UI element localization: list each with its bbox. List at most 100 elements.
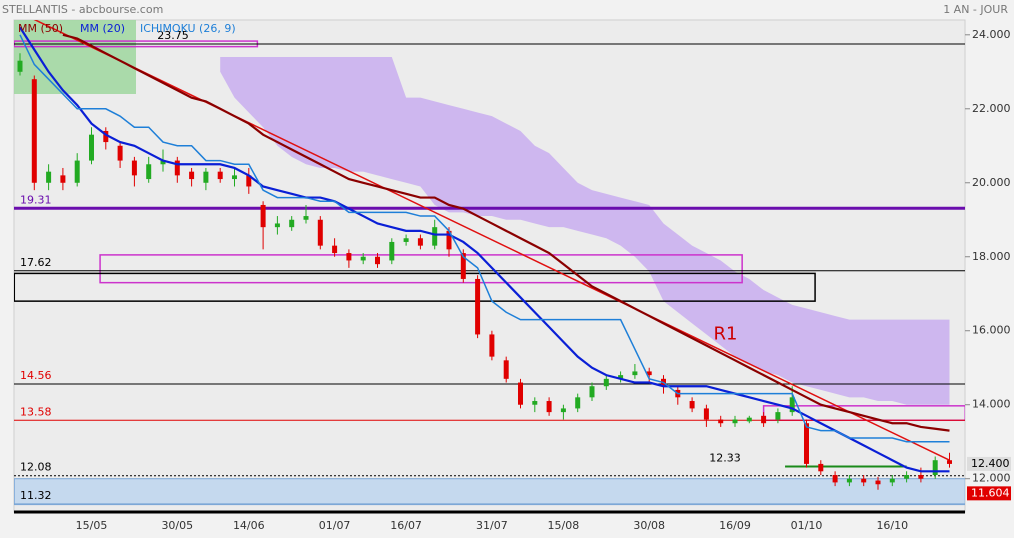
x-tick-label: 16/09 [719,519,751,532]
candle-body [918,475,924,479]
candle-body [746,417,752,422]
level-label: 23.75 [157,29,189,42]
candle-body [417,238,423,246]
candle-body [532,401,538,405]
candle-body [189,171,195,180]
candle-body [174,160,180,176]
candle-body [446,230,452,250]
candle-body [146,164,152,180]
candle-body [317,219,323,246]
x-tick-label: 01/07 [319,519,351,532]
x-tick-label: 31/07 [476,519,508,532]
candle-body [246,175,252,187]
candle-body [875,480,881,485]
level-label: 19.31 [20,193,52,206]
candle-body [575,397,581,409]
level-label: 12.08 [20,461,52,474]
level-label: 11.32 [20,489,52,502]
candle-body [947,460,952,464]
candle-body [818,463,824,472]
price-tag-label: 11.604 [971,486,1010,499]
candle-body [904,475,910,479]
candle-body [289,219,295,228]
x-tick-label: 15/08 [548,519,580,532]
candle-body [31,79,37,183]
price-tag [967,486,1011,501]
candle-body [460,253,466,279]
candle-body [203,171,209,183]
y-tick-label: 18.000 [972,250,1011,263]
level-label: 13.58 [20,405,52,418]
legend-entry: ICHIMOKU (26, 9) [140,22,236,35]
candle-body [503,360,509,379]
price-zone [14,272,816,302]
legend-entry: MM (50) [18,22,63,35]
candle-body [560,408,566,413]
x-tick-label: 16/10 [876,519,908,532]
candle-body [46,171,52,183]
y-tick-label: 24.000 [972,28,1011,41]
candle-body [432,227,438,246]
candle-body [60,175,66,183]
candle-body [618,375,624,379]
candle-body [375,256,380,265]
candle-body [475,278,481,335]
candle-body [274,223,280,228]
candle-body [846,478,852,483]
candle-body [489,334,495,357]
x-tick-label: 01/10 [791,519,823,532]
candle-body [804,423,809,464]
candle-body [217,171,223,180]
candle-body [775,412,781,420]
candle-body [603,378,609,387]
candle-body [932,460,938,476]
legend-entry: MM (20) [80,22,125,35]
candle-body [589,386,595,398]
candle-body [689,401,695,409]
series-line [62,33,950,432]
candle-body [260,204,266,228]
y-tick-label: 22.000 [972,102,1011,115]
candle-body [403,238,409,242]
candle-body [303,216,309,220]
y-tick-label: 20.000 [972,176,1011,189]
candle-body [889,478,895,483]
candle-body [861,478,867,483]
trendline [33,20,950,461]
candle-body [360,256,366,261]
ichimoku-cloud [220,56,950,405]
level-label: 12.33 [709,451,741,464]
series-line [19,26,950,473]
candle-body [732,419,738,424]
candle-body [832,475,838,483]
annotation: R1 [714,323,738,344]
y-tick-label: 16.000 [972,324,1011,337]
price-zone [14,478,965,506]
y-tick-label: 14.000 [972,398,1011,411]
x-tick-label: 30/05 [161,519,193,532]
x-tick-label: 14/06 [233,519,265,532]
candle-body [117,145,123,161]
price-tag [967,456,1011,471]
candle-body [74,160,80,183]
chart-subtitle: 1 AN - JOUR [943,3,1008,16]
candle-body [632,371,638,376]
series-line [19,34,950,443]
level-label: 17.62 [20,256,52,269]
candle-body [131,160,137,176]
candle-body [17,60,23,72]
chart-title: STELLANTIS - abcbourse.com [2,3,163,16]
price-tag-label: 12.400 [971,457,1010,470]
candle-body [546,401,552,413]
candle-body [89,134,94,161]
x-tick-label: 15/05 [76,519,108,532]
x-tick-label: 30/08 [633,519,665,532]
candle-body [789,397,795,413]
candle-body [103,130,109,143]
level-label: 14.56 [20,369,52,382]
candle-body [332,245,338,254]
candle-body [346,253,352,261]
candle-body [646,371,652,376]
x-tick-label: 16/07 [390,519,422,532]
